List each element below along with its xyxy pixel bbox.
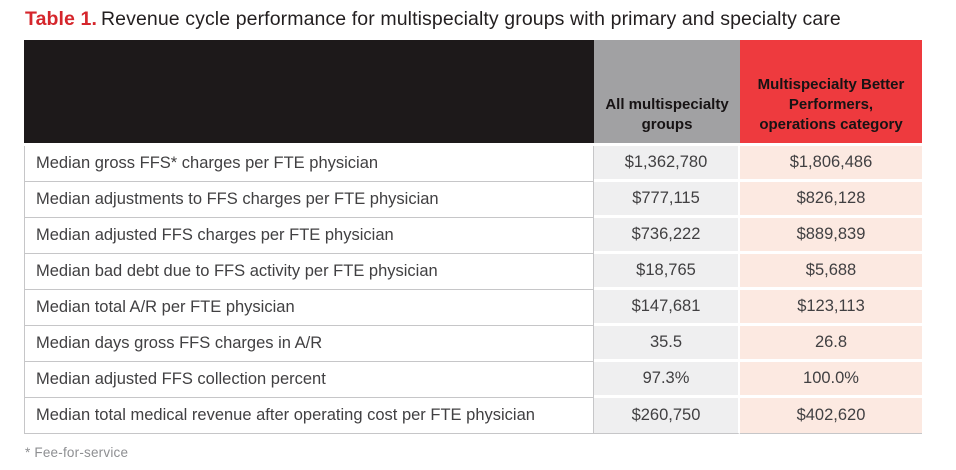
table-row: Median gross FFS* charges per FTE physic… (24, 146, 922, 182)
table-row: Median days gross FFS charges in A/R 35.… (24, 326, 922, 362)
value-better-performers: $123,113 (740, 290, 922, 326)
value-better-performers: 100.0% (740, 362, 922, 398)
metric-label: Median total A/R per FTE physician (24, 290, 594, 326)
revenue-cycle-table: All multispecialty groups Multispecialty… (24, 40, 922, 434)
value-all-groups: 97.3% (594, 362, 740, 398)
metric-label: Median adjusted FFS collection percent (24, 362, 594, 398)
metric-label: Median adjusted FFS charges per FTE phys… (24, 218, 594, 254)
metric-label: Median bad debt due to FFS activity per … (24, 254, 594, 290)
footnote: * Fee-for-service (25, 445, 129, 460)
header-cell-empty (24, 40, 594, 146)
value-better-performers: $826,128 (740, 182, 922, 218)
table-row: Median bad debt due to FFS activity per … (24, 254, 922, 290)
value-all-groups: $18,765 (594, 254, 740, 290)
header-cell-all-multispecialty-groups: All multispecialty groups (594, 40, 740, 146)
header-row: All multispecialty groups Multispecialty… (24, 40, 922, 146)
value-better-performers: $5,688 (740, 254, 922, 290)
table-title: Table 1. Revenue cycle performance for mu… (24, 7, 922, 31)
value-better-performers: 26.8 (740, 326, 922, 362)
metric-label: Median gross FFS* charges per FTE physic… (24, 146, 594, 182)
value-all-groups: 35.5 (594, 326, 740, 362)
value-all-groups: $1,362,780 (594, 146, 740, 182)
table-row: Median adjusted FFS collection percent 9… (24, 362, 922, 398)
table-row: Median adjusted FFS charges per FTE phys… (24, 218, 922, 254)
value-all-groups: $147,681 (594, 290, 740, 326)
value-better-performers: $1,806,486 (740, 146, 922, 182)
table-number: Table 1. (25, 8, 97, 30)
value-all-groups: $260,750 (594, 398, 740, 434)
metric-label: Median total medical revenue after opera… (24, 398, 594, 434)
metric-label: Median adjustments to FFS charges per FT… (24, 182, 594, 218)
value-better-performers: $889,839 (740, 218, 922, 254)
table-title-text: Revenue cycle performance for multispeci… (100, 8, 841, 30)
header-cell-better-performers: Multispecialty Better Performers, operat… (740, 40, 922, 146)
value-all-groups: $777,115 (594, 182, 740, 218)
table-row: Median total medical revenue after opera… (24, 398, 922, 434)
value-better-performers: $402,620 (740, 398, 922, 434)
table-row: Median adjustments to FFS charges per FT… (24, 182, 922, 218)
table-row: Median total A/R per FTE physician $147,… (24, 290, 922, 326)
value-all-groups: $736,222 (594, 218, 740, 254)
metric-label: Median days gross FFS charges in A/R (24, 326, 594, 362)
